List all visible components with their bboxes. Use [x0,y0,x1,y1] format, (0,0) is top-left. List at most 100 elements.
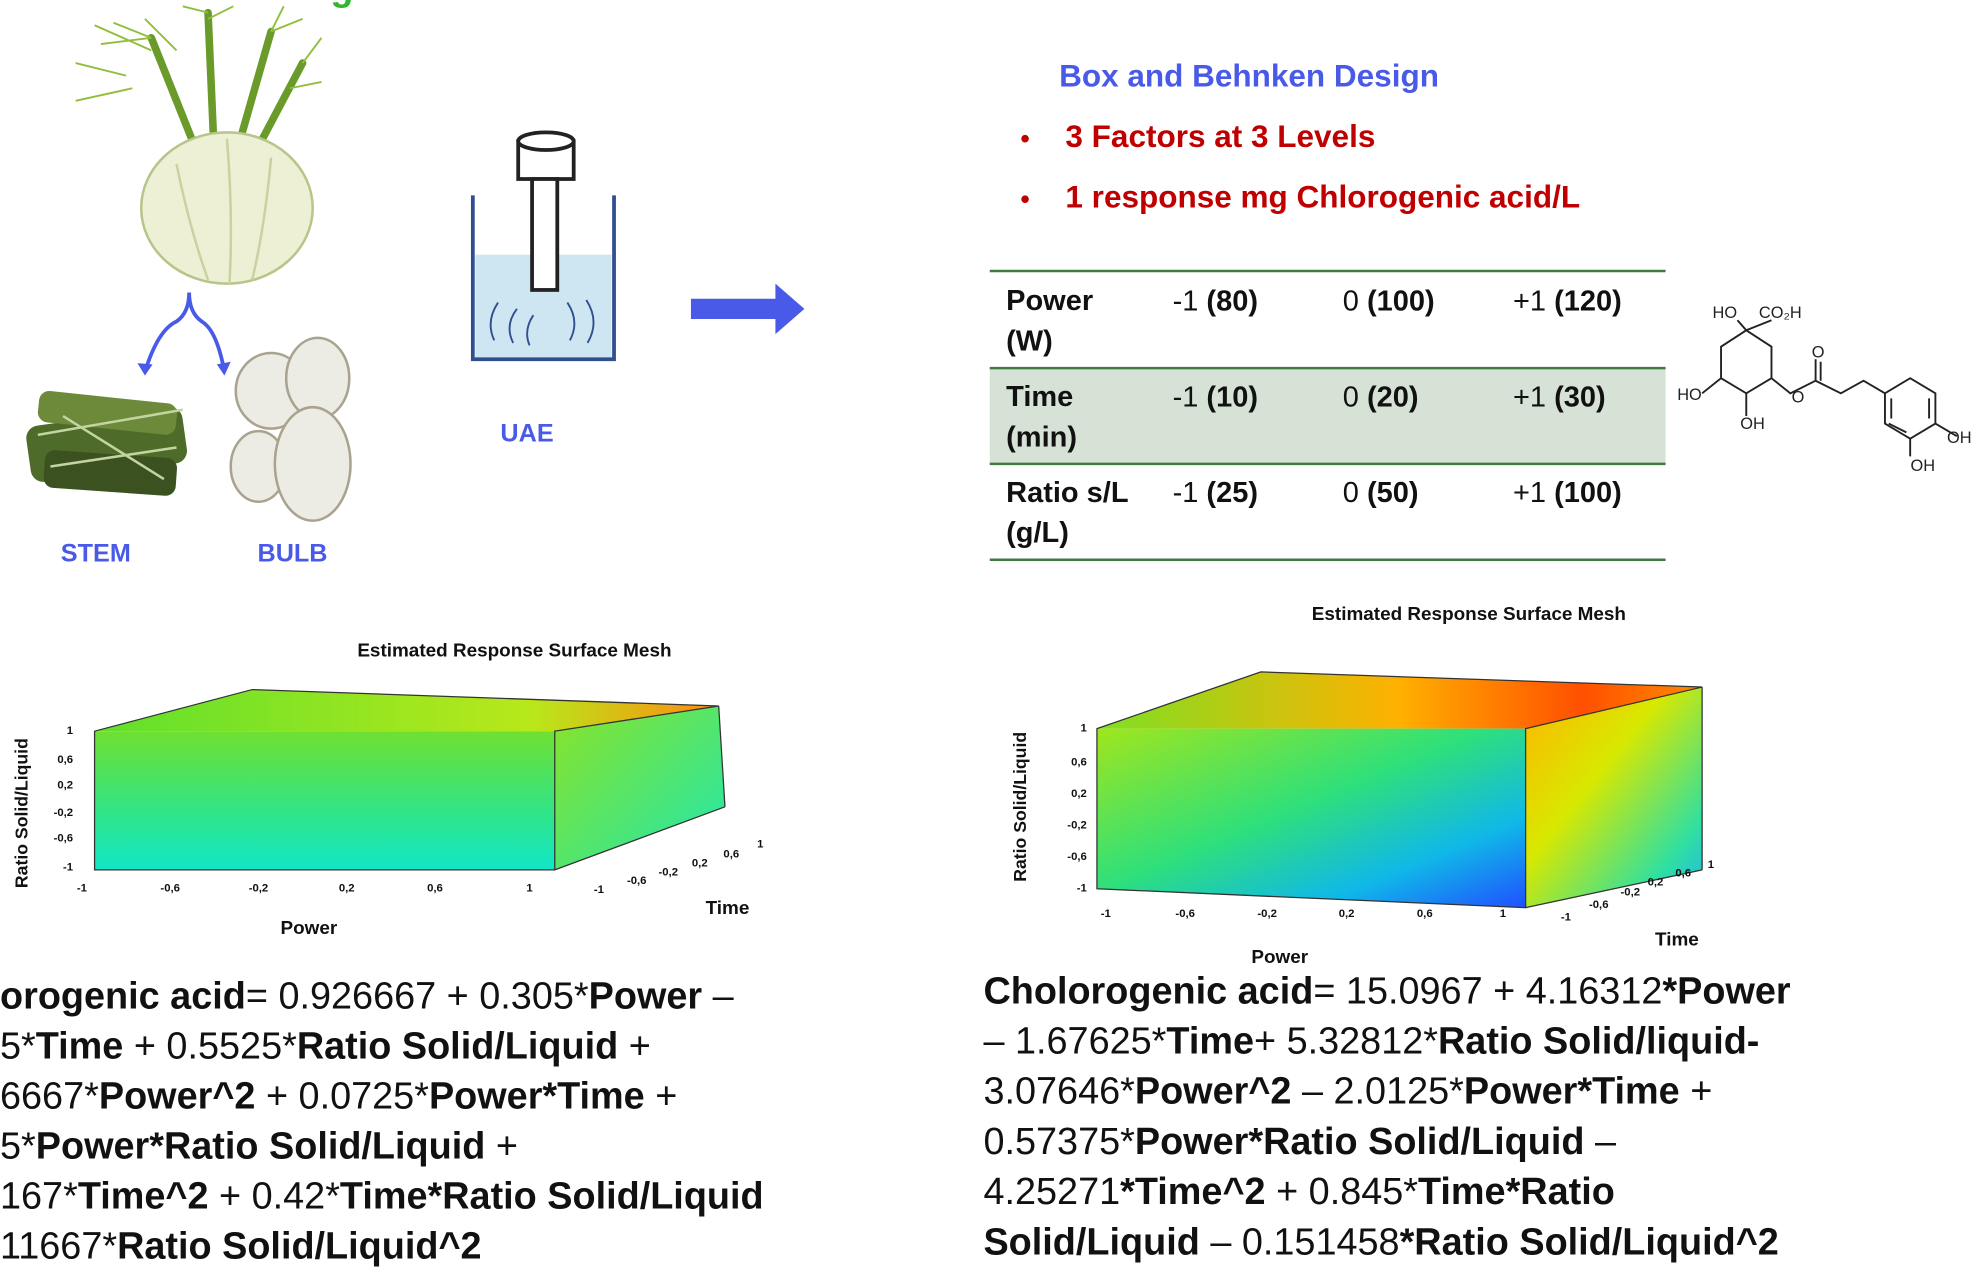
y-tick-label: -1 [63,861,73,873]
level-code: -1 [1173,477,1199,509]
equation-term: Ratio Solid/liquid- [1438,1021,1759,1063]
equation-term: 5* [0,1025,36,1067]
decoration [1525,687,1703,908]
decoration [1720,329,1773,395]
level-cell: 0 (100) [1343,285,1435,317]
atom-label: O [1792,389,1805,407]
equation-term: + 0.42* [209,1176,341,1218]
level-value: (20) [1367,381,1419,413]
decoration [93,688,726,871]
equation-term: Time*Ratio Solid/Liquid [340,1176,764,1218]
stem-label: STEM [61,539,131,567]
ultrasound-beaker [470,130,616,362]
decoration [516,130,576,152]
level-code: 0 [1343,381,1359,413]
equation-term: Time^2 [78,1176,209,1218]
y-tick-label: 1 [67,725,73,737]
equation-term: Ratio Solid/Liquid [297,1025,618,1067]
equation-line: 5*Time + 0.5525*Ratio Solid/Liquid + [0,1025,651,1067]
level-code: +1 [1513,285,1546,317]
plot-title: Estimated Response Surface Mesh [357,641,671,662]
x-tick-label: -0,6 [1175,908,1195,920]
equation-term: + 0.5525* [123,1025,297,1067]
factor-unit: (W) [1006,326,1053,358]
equation-term: *Time^2 [1120,1171,1265,1213]
equation-line: 11667*Ratio Solid/Liquid^2 [0,1226,482,1268]
equation-line: 4.25271*Time^2 + 0.845*Time*Ratio [983,1171,1614,1213]
y-tick-label: -0,2 [1067,820,1087,832]
decoration [94,689,719,732]
z-axis-label: Time [706,898,750,919]
factor-name: Time [1006,381,1073,413]
atom-label: O [1812,343,1825,361]
atom-label: HO [1713,304,1738,322]
decoration [137,361,231,376]
y-tick-label: 0,6 [1071,757,1087,769]
decoration [470,195,616,362]
x-tick-label: 0,2 [339,883,355,895]
equation-term: = 15.0967 + 4.16312 [1313,970,1662,1012]
level-cell: +1 (30) [1513,381,1606,413]
equation-term: 6667* [0,1076,99,1118]
equation-term: 3.07646* [983,1071,1135,1113]
decoration [273,405,352,522]
x-tick-label: 0,6 [1417,908,1433,920]
decoration [93,688,719,871]
level-cell: -1 (10) [1173,381,1258,413]
decoration [175,138,273,284]
level-cell: -1 (25) [1173,477,1258,509]
y-tick-label: 0,2 [1071,788,1087,800]
y-tick-label: 0,6 [57,754,73,766]
decoration [530,177,560,292]
decoration [1096,671,1703,909]
decoration [75,5,323,102]
decoration [1096,671,1703,729]
decoration [989,269,1666,561]
equation-line: 0.57375*Power*Ratio Solid/Liquid – [983,1121,1617,1163]
equation-term: orogenic acid [0,975,246,1017]
decoration [554,705,725,870]
atom-label: OH [1947,429,1972,447]
stem-illustration [26,390,187,496]
factor-unit: (g/L) [1006,517,1069,549]
equation-line: 5*Power*Ratio Solid/Liquid + [0,1126,518,1168]
equation-term: + [1680,1071,1713,1113]
y-axis-label: Ratio Solid/Liquid [1010,732,1030,882]
equation-term: Power*Time [1464,1071,1680,1113]
equation-term: Power*Ratio Solid/Liquid [36,1126,486,1168]
level-value: (100) [1554,477,1622,509]
x-tick-label: 1 [526,883,532,895]
z-tick-label: -0,2 [1621,887,1641,899]
fennel-illustration [75,5,323,376]
design-title: Box and Behnken Design [1059,57,1439,93]
z-tick-label: 1 [757,839,763,851]
decoration [554,806,726,871]
equation-term: – [1584,1121,1617,1163]
decoration [989,368,1666,464]
y-tick-label: -1 [1077,883,1087,895]
equation-term: Power [589,975,703,1017]
x-tick-label: -1 [77,883,87,895]
bulb-illustration [229,336,352,522]
equation-term: Power^2 [99,1076,256,1118]
equation-term: 11667* [0,1226,117,1268]
atom-label: OH [1740,415,1765,433]
z-tick-label: 0,6 [723,849,739,861]
x-axis-label: Power [281,918,338,939]
factor-unit: (min) [1006,421,1077,453]
plot-title: Estimated Response Surface Mesh [1312,604,1626,625]
equation-term: Power*Time [429,1076,645,1118]
level-value: (120) [1554,285,1622,317]
equation-term: – 0.151458 [1200,1221,1400,1263]
z-tick-label: -0,6 [1589,899,1609,911]
y-tick-label: -0,2 [54,807,74,819]
level-cell: +1 (100) [1513,477,1622,509]
decoration [1525,869,1703,909]
decoration [1701,319,1886,417]
decoration [75,5,323,102]
bullet-markers [1021,134,1029,203]
z-axis-label: Time [1655,929,1699,950]
x-tick-label: -0,6 [160,883,180,895]
